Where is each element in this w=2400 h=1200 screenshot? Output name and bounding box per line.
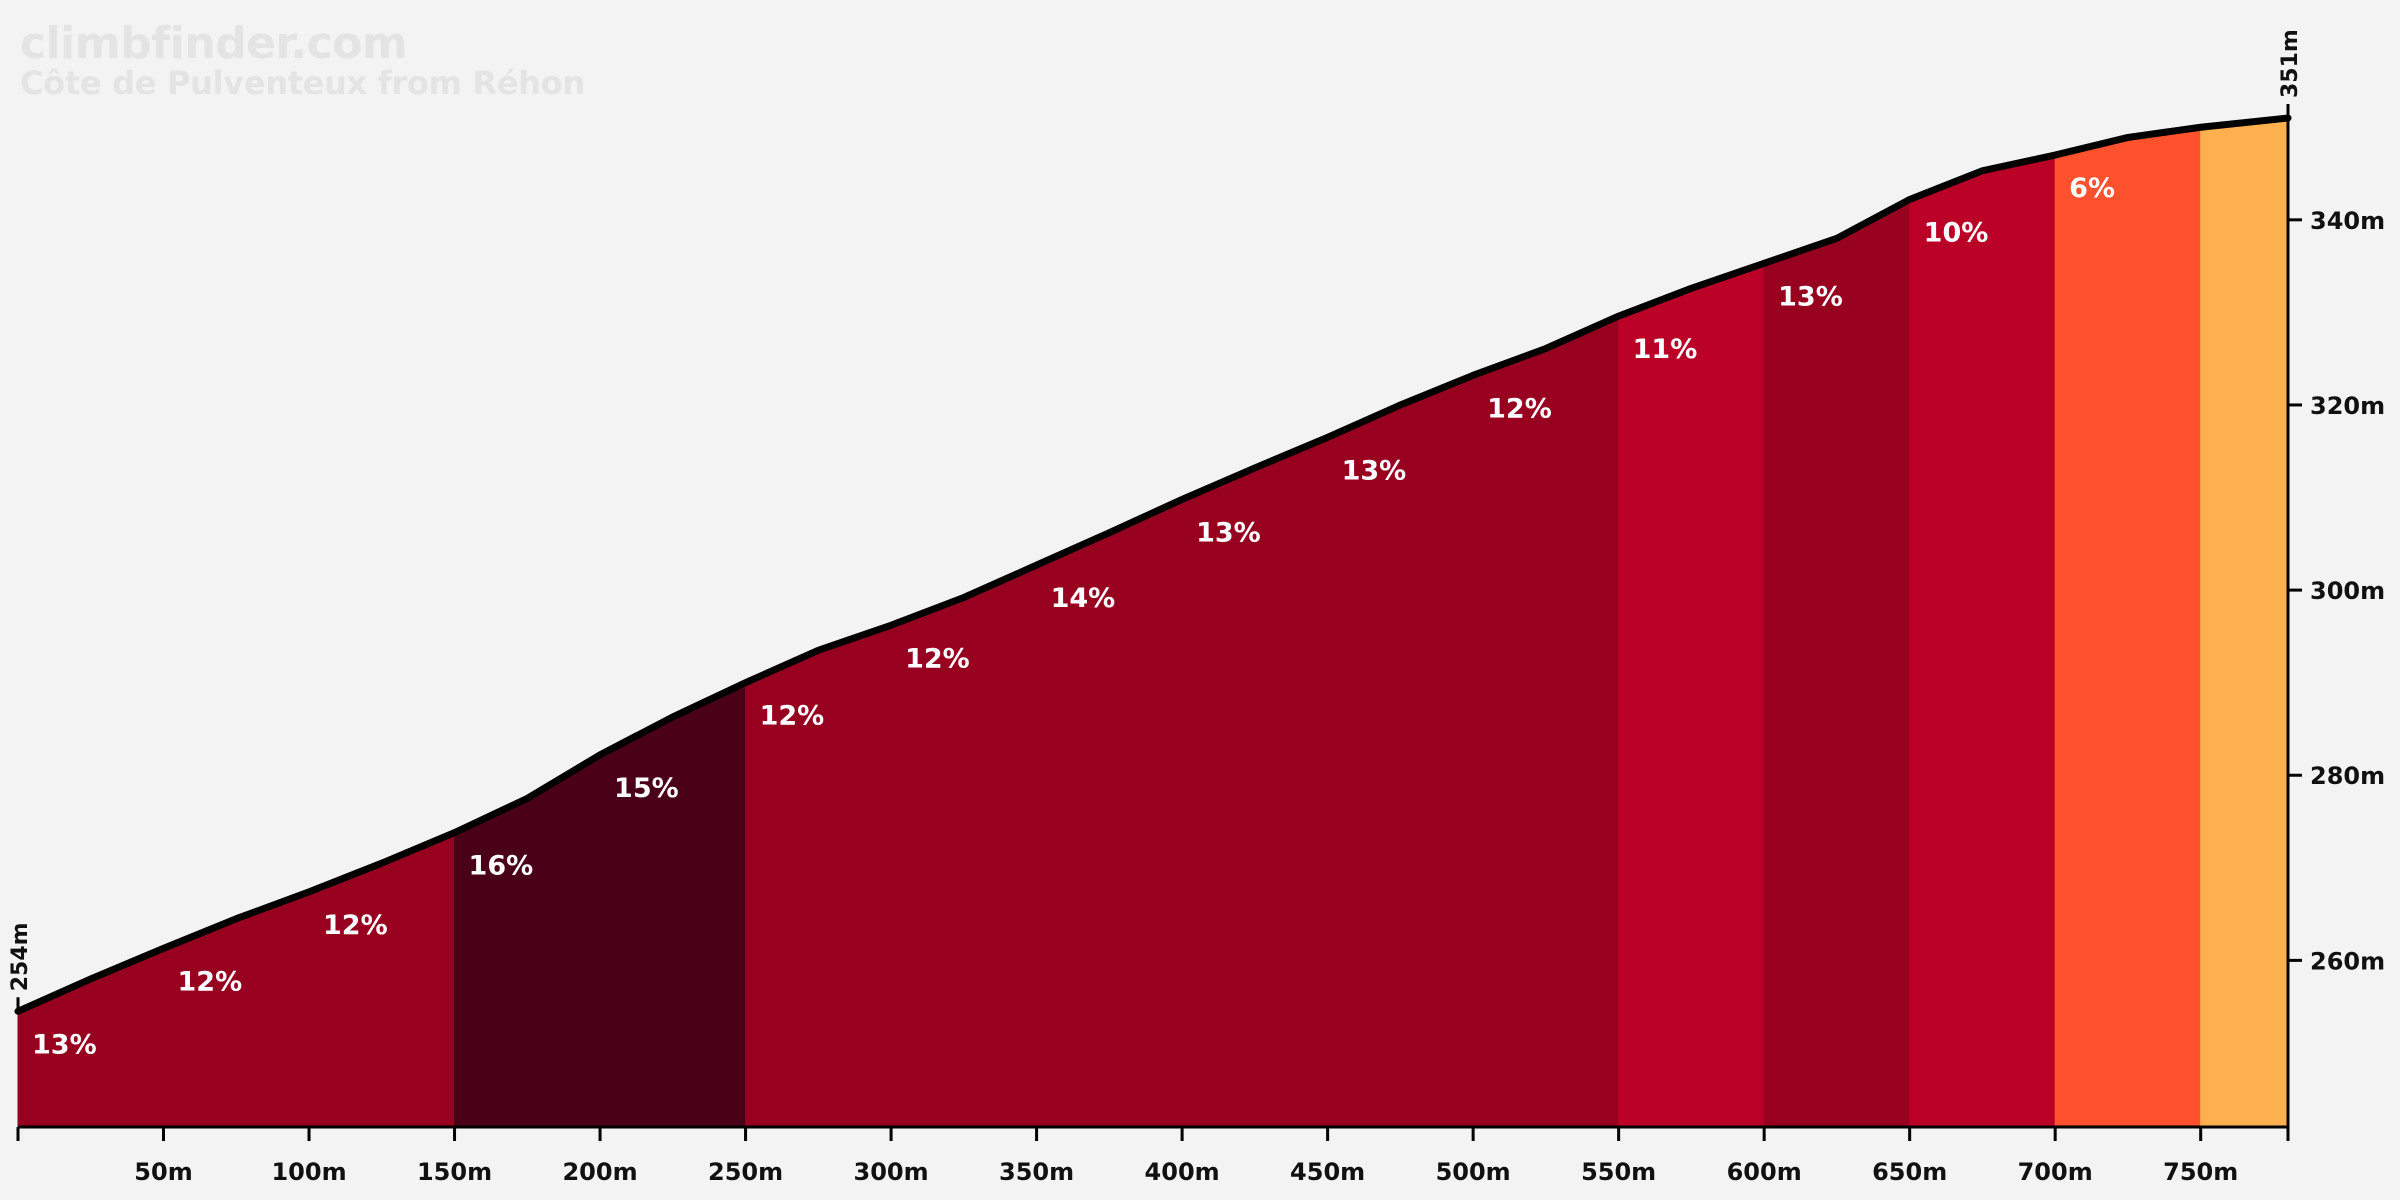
segment-3 bbox=[308, 831, 456, 1128]
segment-13 bbox=[1763, 198, 1911, 1128]
grade-label-8: 14% bbox=[1051, 583, 1116, 614]
profile-line bbox=[14, 114, 2292, 1015]
grade-label-3: 12% bbox=[323, 910, 388, 941]
y-tick-label-320: 320m bbox=[2310, 392, 2385, 420]
x-tick-label-400: 400m bbox=[1145, 1158, 1220, 1186]
x-tick-label-50: 50m bbox=[134, 1158, 192, 1186]
x-tick-label-750: 750m bbox=[2163, 1158, 2238, 1186]
segment-14 bbox=[1909, 154, 2056, 1128]
grade-label-9: 13% bbox=[1196, 517, 1261, 548]
x-tick-label-300: 300m bbox=[854, 1158, 929, 1186]
climb-title: Côte de Pulventeux from Réhon bbox=[20, 64, 585, 102]
x-tick-label-150: 150m bbox=[417, 1158, 492, 1186]
x-tick-label-250: 250m bbox=[708, 1158, 783, 1186]
end-elevation-label: 351m bbox=[2278, 29, 2303, 98]
x-tick-label-650: 650m bbox=[1872, 1158, 1947, 1186]
start-elevation-label: 254m bbox=[8, 922, 33, 991]
segment-5 bbox=[599, 681, 747, 1128]
grade-label-15: 6% bbox=[2069, 173, 2115, 204]
x-tick-label-100: 100m bbox=[271, 1158, 346, 1186]
x-tick-label-550: 550m bbox=[1581, 1158, 1656, 1186]
grade-label-4: 16% bbox=[469, 851, 534, 882]
segment-10 bbox=[1327, 374, 1474, 1128]
x-tick-label-500: 500m bbox=[1436, 1158, 1511, 1186]
grade-label-5: 15% bbox=[614, 773, 679, 804]
y-tick-label-280: 280m bbox=[2310, 762, 2385, 790]
x-tick-label-200: 200m bbox=[562, 1158, 637, 1186]
brand-watermark: climbfinder.com bbox=[20, 18, 408, 69]
segment-4 bbox=[454, 753, 601, 1128]
segment-11 bbox=[1472, 315, 1620, 1128]
segment-2 bbox=[163, 891, 310, 1128]
grade-label-7: 12% bbox=[905, 643, 970, 674]
grade-label-2: 12% bbox=[178, 966, 243, 997]
segment-15 bbox=[2054, 126, 2202, 1128]
grade-label-14: 10% bbox=[1924, 217, 1989, 248]
x-tick-label-600: 600m bbox=[1727, 1158, 1802, 1186]
segment-16 bbox=[2200, 117, 2289, 1128]
x-tick-label-700: 700m bbox=[2018, 1158, 2093, 1186]
grade-label-11: 12% bbox=[1487, 393, 1552, 424]
x-tick-label-450: 450m bbox=[1290, 1158, 1365, 1186]
y-tick-label-340: 340m bbox=[2310, 207, 2385, 235]
segment-12 bbox=[1618, 262, 1765, 1128]
grade-label-1: 13% bbox=[32, 1029, 97, 1060]
grade-label-13: 13% bbox=[1778, 281, 1843, 312]
grade-label-6: 12% bbox=[760, 701, 825, 732]
grade-label-10: 13% bbox=[1342, 455, 1407, 486]
y-tick-label-300: 300m bbox=[2310, 577, 2385, 605]
x-tick-label-350: 350m bbox=[999, 1158, 1074, 1186]
grade-label-12: 11% bbox=[1633, 334, 1698, 365]
y-tick-label-260: 260m bbox=[2310, 947, 2385, 975]
